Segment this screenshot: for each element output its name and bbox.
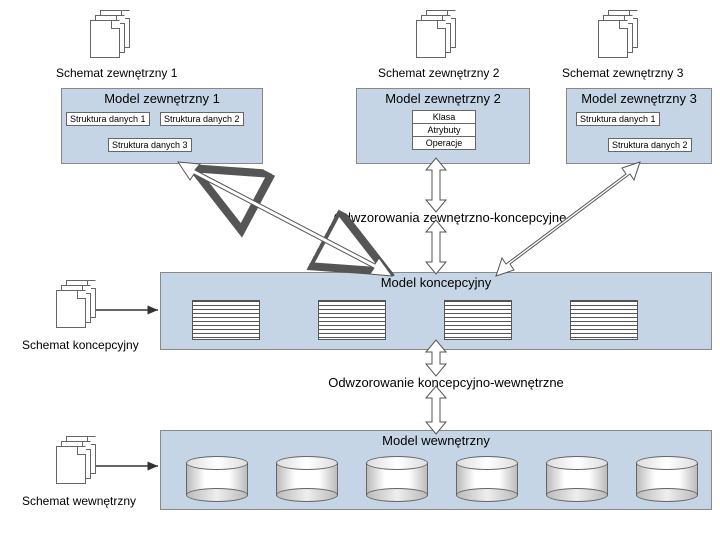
struct-ext1-2: Struktura danych 3 bbox=[108, 138, 192, 152]
striped-2 bbox=[444, 300, 512, 340]
model-ext3: Model zewnętrzny 3 bbox=[566, 88, 712, 164]
mapping-ext-concept: Odwzorowania zewnętrzno-koncepcyjne bbox=[310, 210, 590, 225]
struct-ext3-1: Struktura danych 2 bbox=[608, 138, 692, 152]
schema-label-ext1: Schemat zewnętrzny 1 bbox=[56, 66, 177, 80]
cylinder-4 bbox=[546, 456, 608, 502]
struct-ext1-1: Struktura danych 2 bbox=[160, 112, 244, 126]
class-row-2: Operacje bbox=[413, 137, 475, 149]
docstack-concept bbox=[56, 280, 98, 330]
schema-label-ext3: Schemat zewnętrzny 3 bbox=[562, 66, 683, 80]
model-ext1: Model zewnętrzny 1 bbox=[61, 88, 263, 164]
striped-1 bbox=[318, 300, 386, 340]
docstack-ext2 bbox=[416, 10, 458, 60]
cylinder-1 bbox=[276, 456, 338, 502]
class-row-1: Atrybuty bbox=[413, 124, 475, 137]
class-row-0: Klasa bbox=[413, 111, 475, 124]
cylinder-5 bbox=[636, 456, 698, 502]
class-box-ext2: Klasa Atrybuty Operacje bbox=[412, 110, 476, 150]
schema-label-concept: Schemat koncepcyjny bbox=[22, 338, 139, 352]
cylinder-3 bbox=[456, 456, 518, 502]
model-ext2-title: Model zewnętrzny 2 bbox=[357, 89, 529, 108]
model-internal-title: Model wewnętrzny bbox=[161, 431, 711, 450]
struct-ext1-0: Struktura danych 1 bbox=[66, 112, 150, 126]
docstack-ext1 bbox=[90, 10, 132, 60]
model-ext3-title: Model zewnętrzny 3 bbox=[567, 89, 711, 108]
model-concept-title: Model koncepcyjny bbox=[161, 273, 711, 292]
model-ext1-title: Model zewnętrzny 1 bbox=[62, 89, 262, 108]
schema-label-internal: Schemat wewnętrzny bbox=[22, 494, 136, 508]
docstack-internal bbox=[56, 436, 98, 486]
schema-label-ext2: Schemat zewnętrzny 2 bbox=[378, 66, 499, 80]
striped-3 bbox=[570, 300, 638, 340]
cylinder-0 bbox=[186, 456, 248, 502]
cylinder-2 bbox=[366, 456, 428, 502]
striped-0 bbox=[192, 300, 260, 340]
docstack-ext3 bbox=[598, 10, 640, 60]
mapping-concept-internal: Odwzorowanie koncepcyjno-wewnętrzne bbox=[296, 375, 596, 390]
struct-ext3-0: Struktura danych 1 bbox=[576, 112, 660, 126]
